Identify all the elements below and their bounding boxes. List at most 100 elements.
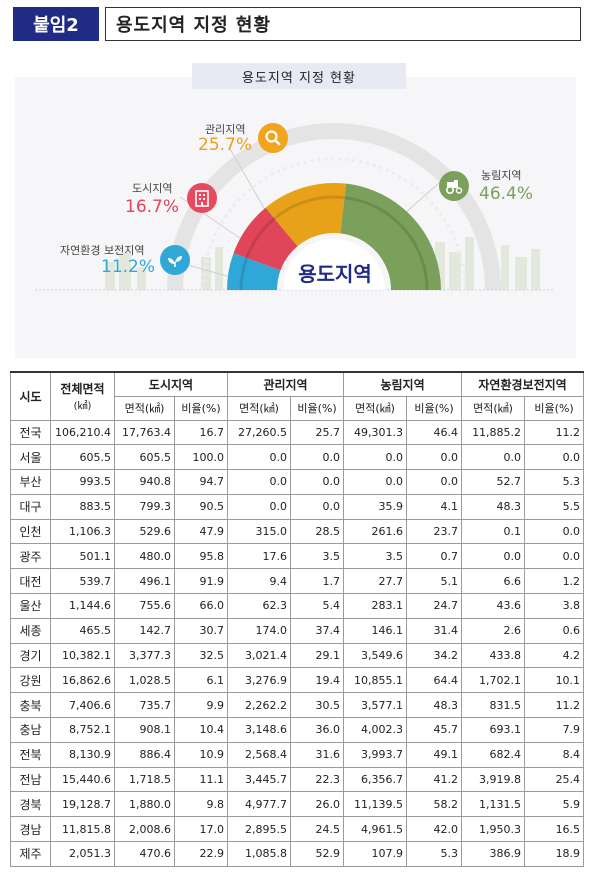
management-area-header: 관리지역	[227, 371, 345, 397]
table-cell: 605.5	[114, 444, 175, 471]
table-cell: 16.5	[524, 816, 585, 843]
region-cell: 대구	[10, 493, 51, 520]
table-cell: 0.0	[524, 444, 585, 471]
table-cell: 6.1	[173, 667, 229, 694]
table-cell: 22.9	[173, 841, 229, 867]
table-cell: 3,445.7	[227, 766, 292, 793]
table-cell: 90.5	[173, 493, 229, 520]
table-cell: 30.5	[290, 692, 345, 719]
table-cell: 18.9	[524, 841, 585, 867]
table-row: 서울 605.5 605.5 100.0 0.0 0.0 0.0 0.0 0.0 0.0	[10, 444, 585, 471]
table-cell: 0.0	[406, 444, 463, 471]
table-cell: 3.8	[524, 593, 585, 619]
table-cell: 5.1	[406, 568, 463, 595]
table-cell: 49,301.3	[343, 419, 408, 446]
table-cell: 940.8	[114, 469, 175, 495]
table-cell: 26.0	[290, 791, 345, 818]
table-cell: 831.5	[461, 692, 526, 719]
table-cell: 799.3	[114, 493, 175, 520]
table-cell: 34.2	[406, 642, 463, 669]
table-row: 제주 2,051.3 470.6 22.9 1,085.8 52.9 107.9 5.3 386…	[10, 841, 585, 867]
table-cell: 9.9	[173, 692, 229, 719]
table-cell: 11.2	[524, 692, 585, 719]
table-cell: 0.0	[461, 543, 526, 570]
table-cell: 6,356.7	[343, 766, 408, 793]
conservation-area-pct: 11.2%	[101, 257, 156, 277]
table-cell: 46.4	[406, 419, 463, 446]
table-row: 대구 883.5 799.3 90.5 0.0 0.0 35.9 4.1 48.3 5.5	[10, 493, 585, 520]
region-cell: 경남	[10, 816, 51, 843]
table-cell: 0.7	[406, 543, 463, 570]
region-cell: 서울	[10, 444, 51, 471]
region-cell: 전북	[10, 741, 51, 768]
table-cell: 9.4	[227, 568, 292, 595]
table-cell: 908.1	[114, 717, 175, 743]
table-cell: 5.5	[524, 493, 585, 520]
table-cell: 24.5	[290, 816, 345, 843]
table-cell: 29.1	[290, 642, 345, 669]
zoning-table-body: 전국 106,210.4 17,763.4 16.7 27,260.5 25.7 49,30…	[10, 419, 585, 867]
table-cell: 10,855.1	[343, 667, 408, 694]
table-cell: 10.9	[173, 741, 229, 768]
table-cell: 1,718.5	[114, 766, 175, 793]
table-cell: 693.1	[461, 717, 526, 743]
table-cell: 883.5	[50, 493, 115, 520]
table-cell: 4,002.3	[343, 717, 408, 743]
table-cell: 48.3	[461, 493, 526, 520]
table-cell: 48.3	[406, 692, 463, 719]
table-cell: 91.9	[173, 568, 229, 595]
table-cell: 755.6	[114, 593, 175, 619]
table-cell: 3,919.8	[461, 766, 526, 793]
gauge-center-label: 용도지역	[298, 262, 372, 286]
table-cell: 9.8	[173, 791, 229, 818]
table-cell: 11,815.8	[50, 816, 115, 843]
table-cell: 2,051.3	[50, 841, 115, 867]
table-row: 부산 993.5 940.8 94.7 0.0 0.0 0.0 0.0 52.7 5.3	[10, 469, 585, 495]
table-cell: 62.3	[227, 593, 292, 619]
table-cell: 95.8	[173, 543, 229, 570]
table-cell: 1,085.8	[227, 841, 292, 867]
table-cell: 17.0	[173, 816, 229, 843]
region-cell: 부산	[10, 469, 51, 495]
table-cell: 480.0	[114, 543, 175, 570]
table-row: 경남 11,815.8 2,008.6 17.0 2,895.5 24.5 4,961.5 4…	[10, 816, 585, 843]
table-row: 경기 10,382.1 3,377.3 32.5 3,021.4 29.1 3,549.6 3…	[10, 642, 585, 669]
table-cell: 1,028.5	[114, 667, 175, 694]
region-cell: 대전	[10, 568, 51, 595]
table-row: 대전 539.7 496.1 91.9 9.4 1.7 27.7 5.1 6.6 1.2	[10, 568, 585, 595]
table-cell: 0.0	[290, 469, 345, 495]
table-cell: 1,702.1	[461, 667, 526, 694]
table-row: 세종 465.5 142.7 30.7 174.0 37.4 146.1 31.4 2.6 0.6	[10, 617, 585, 644]
sub-ratio-header: 비율(%)	[524, 395, 585, 421]
table-row: 울산 1,144.6 755.6 66.0 62.3 5.4 283.1 24.7 43.6 3.…	[10, 593, 585, 619]
table-cell: 30.7	[173, 617, 229, 644]
region-cell: 광주	[10, 543, 51, 570]
table-cell: 11.2	[524, 419, 585, 446]
table-cell: 1,131.5	[461, 791, 526, 818]
attachment-badge: 붙임2	[13, 7, 99, 41]
table-cell: 0.0	[227, 469, 292, 495]
table-cell: 35.9	[343, 493, 408, 520]
table-cell: 8.4	[524, 741, 585, 768]
table-cell: 106,210.4	[50, 419, 115, 446]
table-cell: 174.0	[227, 617, 292, 644]
table-cell: 2,262.2	[227, 692, 292, 719]
table-cell: 4,961.5	[343, 816, 408, 843]
table-cell: 27,260.5	[227, 419, 292, 446]
table-cell: 6.6	[461, 568, 526, 595]
gauge-slice	[227, 253, 281, 290]
region-cell: 전남	[10, 766, 51, 793]
table-cell: 7.9	[524, 717, 585, 743]
sub-area-header: 면적(㎢)	[227, 395, 292, 421]
table-cell: 2,895.5	[227, 816, 292, 843]
table-row: 인천 1,106.3 529.6 47.9 315.0 28.5 261.6 23.7 0.1 0…	[10, 518, 585, 545]
table-cell: 0.0	[227, 493, 292, 520]
outer-arch	[167, 123, 501, 291]
table-cell: 16.7	[173, 419, 229, 446]
table-cell: 2,008.6	[114, 816, 175, 843]
table-cell: 4,977.7	[227, 791, 292, 818]
table-cell: 5.3	[524, 469, 585, 495]
table-row: 강원 16,862.6 1,028.5 6.1 3,276.9 19.4 10,855.1 6…	[10, 667, 585, 694]
table-cell: 993.5	[50, 469, 115, 495]
table-cell: 1,144.6	[50, 593, 115, 619]
